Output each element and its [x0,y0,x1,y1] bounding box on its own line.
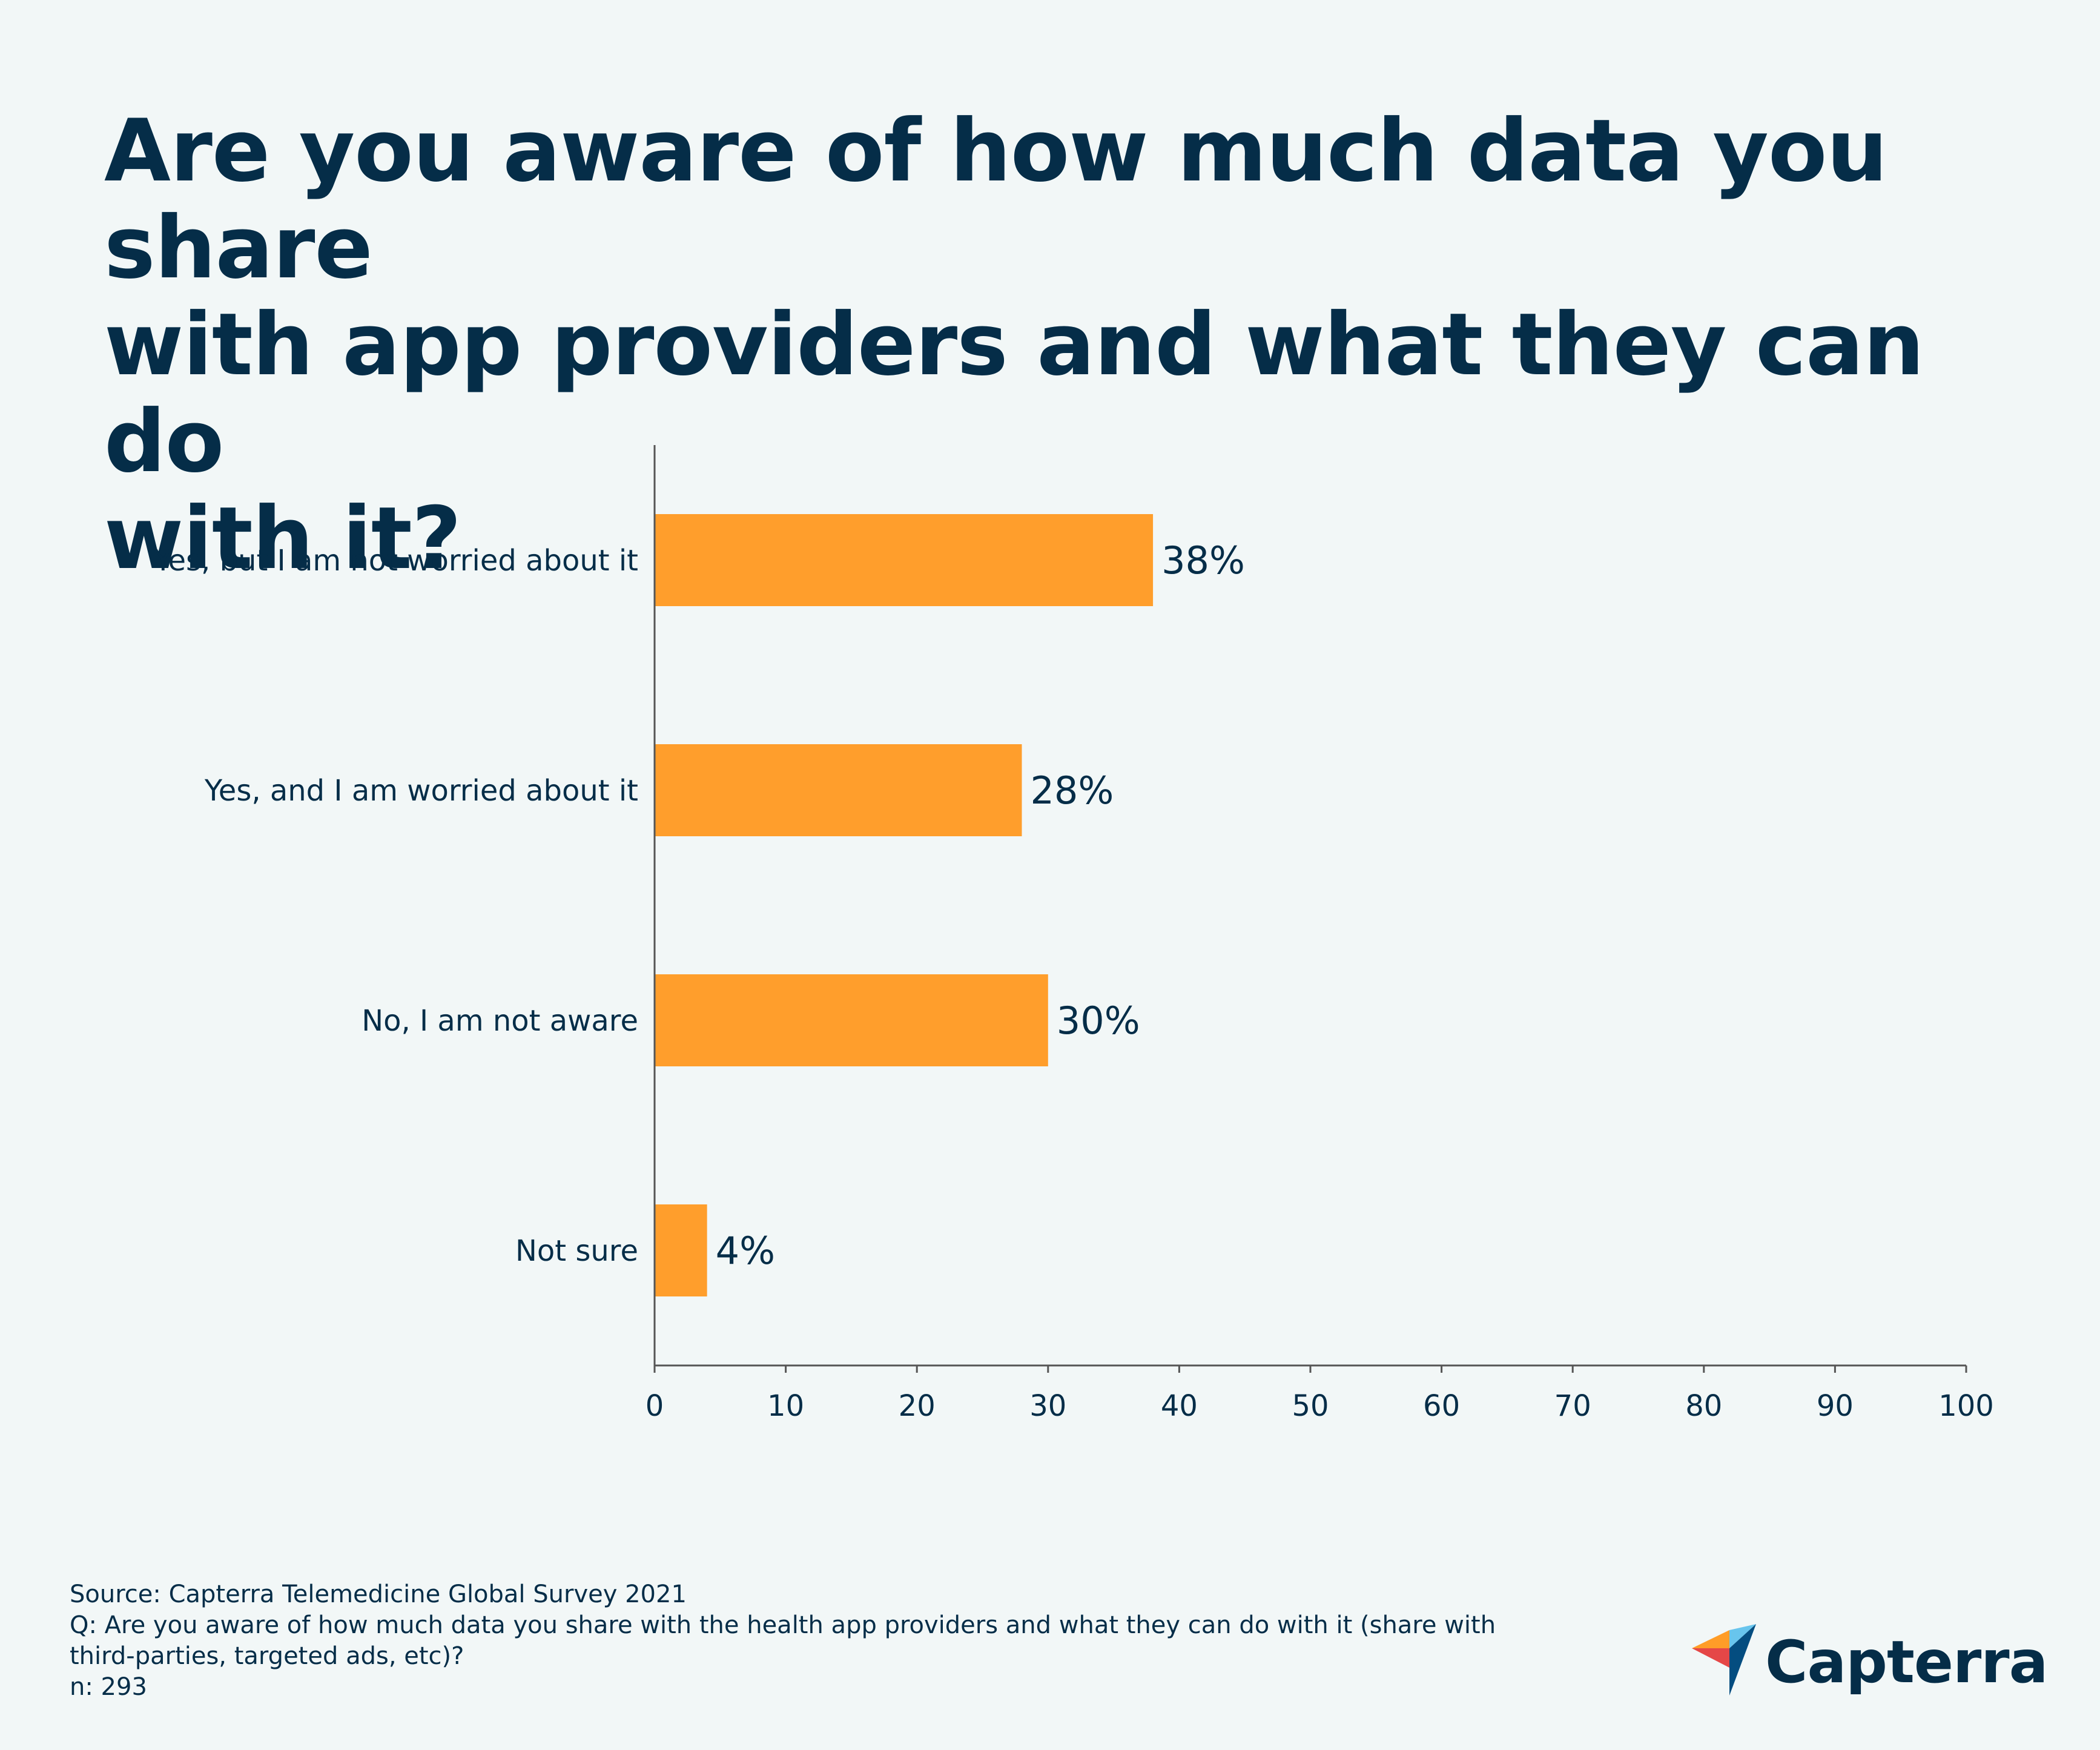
chart-footer: Source: Capterra Telemedicine Global Sur… [70,1579,1496,1703]
x-tick-label-90: 90 [1817,1389,1854,1423]
question-note-line-1: Q: Are you aware of how much data you sh… [70,1611,1496,1639]
x-tick-label-60: 60 [1423,1389,1460,1423]
logo-facet-3 [1729,1624,1756,1696]
x-tick-label-80: 80 [1685,1389,1722,1423]
category-label-2: Yes, and I am worried about it [204,774,638,808]
value-label-2: 28% [1030,768,1114,813]
capterra-logo: Capterra [1689,1623,2048,1702]
bar-chart: Yes, but I am not worried about it 38% Yes… [154,445,1994,1423]
question-note-line-2: third-parties, targeted ads, etc)? [70,1642,464,1670]
value-label-4: 4% [716,1229,775,1273]
x-tick-label-70: 70 [1554,1389,1591,1423]
bar-3 [655,974,1048,1066]
bar-2 [655,744,1022,836]
x-tick-label-0: 0 [646,1389,664,1423]
bar-4 [655,1204,707,1296]
x-tick-label-40: 40 [1161,1389,1198,1423]
source-note: Source: Capterra Telemedicine Global Sur… [70,1580,687,1608]
x-tick-label-10: 10 [767,1389,804,1423]
category-label-3: No, I am not aware [362,1004,638,1038]
logo-facet-1 [1692,1630,1729,1648]
title-line-2: with app providers and what they can do [104,295,1924,492]
title-line-3: with it? [104,489,461,589]
x-tick-label-100: 100 [1938,1389,1994,1423]
x-tick-label-20: 20 [899,1389,936,1423]
category-label-1: Yes, but I am not worried about it [154,544,638,578]
capterra-logo-text: Capterra [1765,1628,2048,1696]
value-label-3: 30% [1057,999,1140,1043]
sample-size-note: n: 293 [70,1673,147,1701]
x-tick-label-30: 30 [1029,1389,1066,1423]
capterra-logo-icon [1692,1624,1756,1696]
bar-1 [655,514,1154,606]
x-tick-label-50: 50 [1292,1389,1329,1423]
logo-facet-4 [1692,1648,1729,1668]
value-label-1: 38% [1161,538,1245,583]
title-line-1: Are you aware of how much data you share [104,101,1888,298]
chart-title: Are you aware of how much data you share… [104,103,2042,587]
category-label-4: Not sure [515,1234,638,1268]
